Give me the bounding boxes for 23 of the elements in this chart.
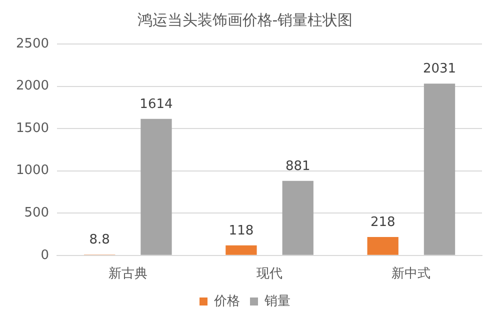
bar: [424, 84, 456, 255]
data-label: 8.8: [89, 232, 110, 248]
x-tick-label: 现代: [256, 266, 283, 282]
bar: [367, 236, 398, 255]
chart-title: 鸿运当头装饰画价格-销量柱状图: [137, 10, 353, 29]
legend-label: 销量: [264, 294, 290, 309]
y-tick-label: 0: [40, 248, 50, 263]
legend-label: 价格: [213, 294, 240, 309]
data-label: 881: [285, 158, 310, 174]
bar: [226, 245, 257, 255]
data-label: 2031: [422, 62, 456, 77]
y-tick-label: 500: [24, 205, 50, 220]
y-tick-label: 2500: [16, 36, 50, 52]
x-tick-label: 新中式: [392, 266, 431, 282]
y-tick-label: 1500: [16, 120, 50, 136]
bar: [140, 118, 172, 255]
data-label: 1614: [140, 96, 173, 112]
bar: [282, 180, 314, 255]
x-tick-label: 新古典: [108, 266, 148, 282]
y-tick-label: 2000: [16, 78, 50, 94]
y-tick-label: 1000: [16, 163, 50, 178]
data-label: 218: [370, 214, 396, 230]
data-label: 118: [228, 223, 254, 238]
